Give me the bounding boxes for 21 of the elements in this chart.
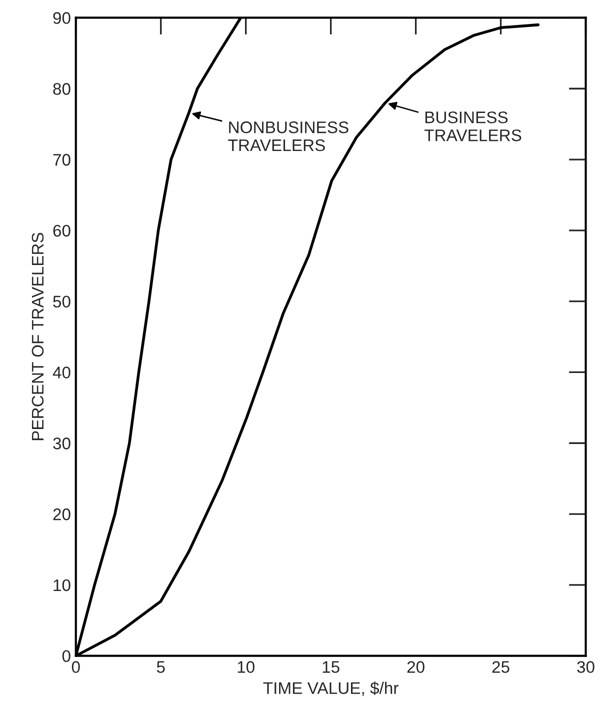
y-tick-label: 10 (54, 579, 70, 592)
x-tick-label: 10 (238, 661, 254, 673)
x-tick-label: 30 (577, 661, 594, 673)
y-tick-label: 70 (53, 154, 70, 166)
x-tick-label: 0 (72, 661, 80, 673)
y-axis-title: PERCENT OF TRAVELERS (32, 232, 44, 440)
y-tick-label: 0 (62, 650, 70, 662)
x-tick-label: 20 (407, 661, 424, 673)
y-tick-label: 90 (53, 12, 70, 24)
y-tick-label: 30 (53, 438, 70, 450)
y-tick-label: 40 (52, 366, 70, 378)
x-axis-title: TIME VALUE, $/hr (263, 682, 398, 696)
y-tick-label: 50 (53, 296, 70, 308)
annotation: NONBUSINESS TRAVELERS (228, 121, 348, 152)
y-tick-label: 80 (53, 83, 70, 95)
x-tick-label: 5 (156, 661, 165, 673)
y-tick-label: 20 (53, 508, 70, 520)
x-tick-label: 15 (322, 661, 340, 673)
annotation: BUSINESS TRAVELERS (424, 112, 522, 142)
x-tick-label: 25 (492, 661, 510, 673)
y-tick-label: 60 (53, 224, 70, 237)
